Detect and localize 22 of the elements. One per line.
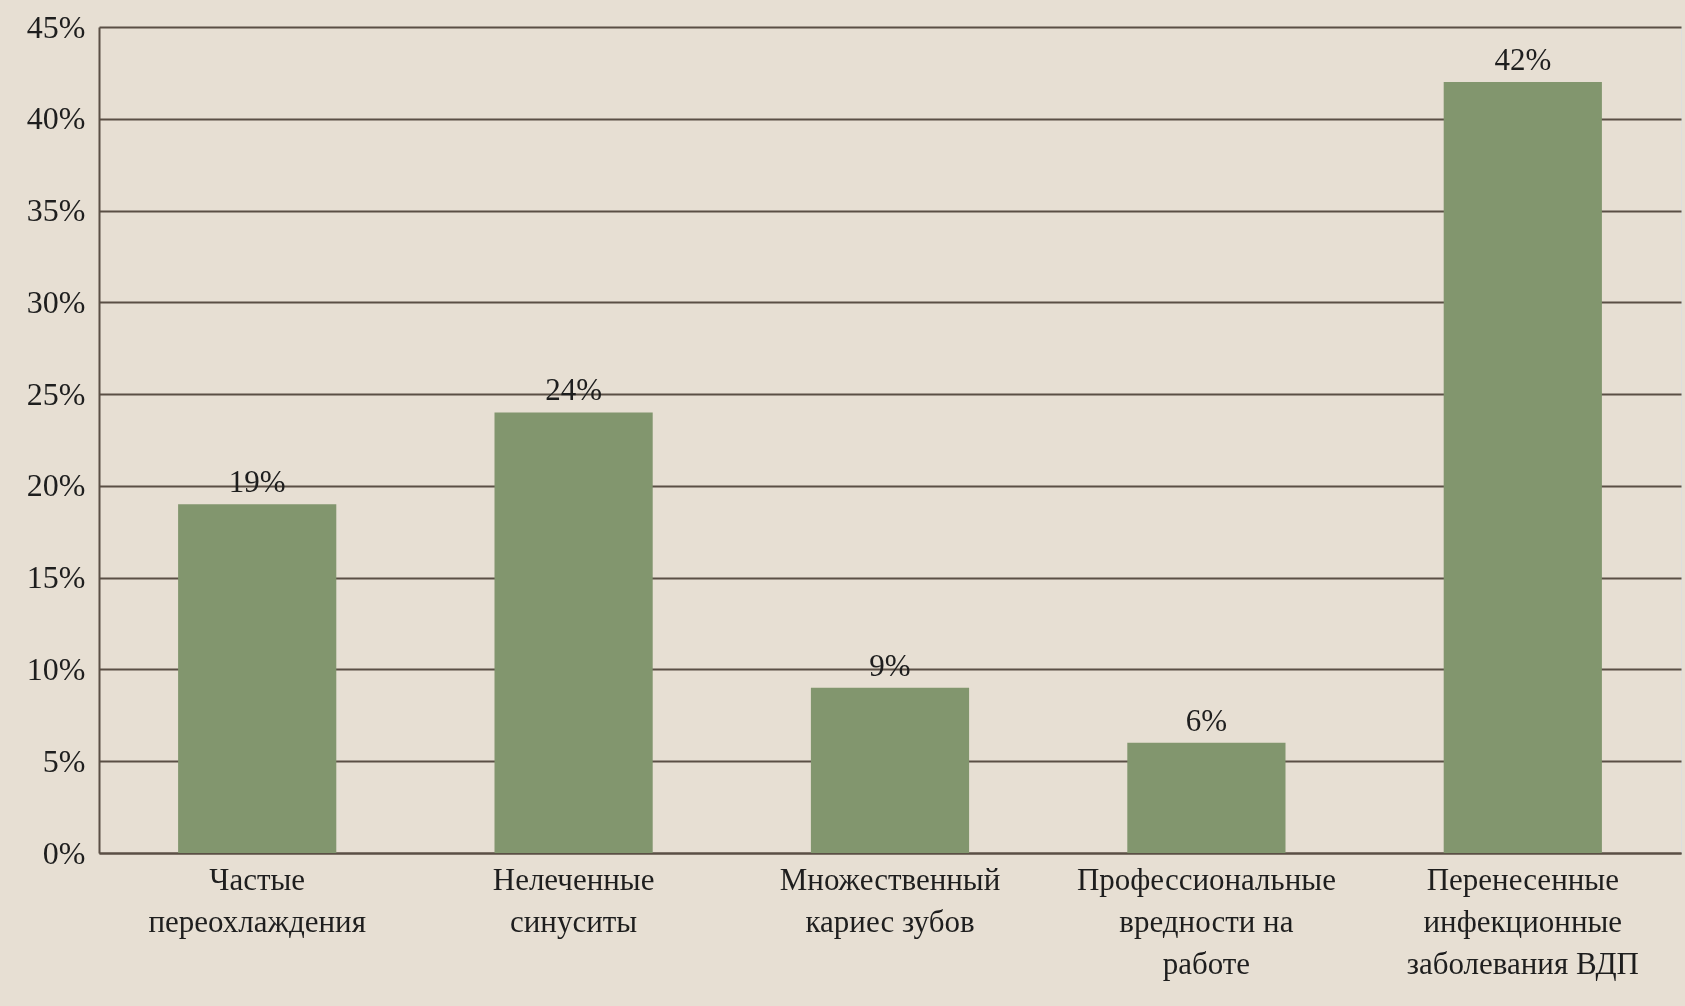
bar: [1443, 82, 1602, 853]
bar: [1127, 742, 1286, 853]
y-tick-label: 10%: [26, 650, 86, 687]
y-tick-label: 0%: [42, 834, 86, 871]
y-tick-label: 40%: [26, 100, 86, 137]
x-tick-label: Перенесенные инфекционные заболевания ВДП: [1406, 861, 1639, 981]
y-tick-label: 15%: [26, 559, 86, 596]
y-tick-label: 45%: [26, 8, 86, 45]
x-tick-label: Множественный кариес зубов: [779, 861, 1001, 939]
data-label: 6%: [1185, 702, 1228, 738]
bar: [494, 412, 653, 853]
x-tick-label: Нелеченные синуситы: [492, 861, 655, 939]
y-tick-label: 30%: [26, 283, 86, 320]
y-tick-label: 20%: [26, 467, 86, 504]
bar: [810, 687, 970, 853]
data-label: 42%: [1494, 42, 1552, 78]
x-tick-label: Частые переохлаждения: [148, 861, 366, 939]
y-tick-label: 25%: [26, 375, 86, 412]
x-tick-label: Профессиональные вредности на работе: [1076, 861, 1336, 981]
y-tick-label: 5%: [42, 742, 86, 779]
y-tick-label: 35%: [26, 192, 86, 229]
bar: [178, 504, 337, 853]
